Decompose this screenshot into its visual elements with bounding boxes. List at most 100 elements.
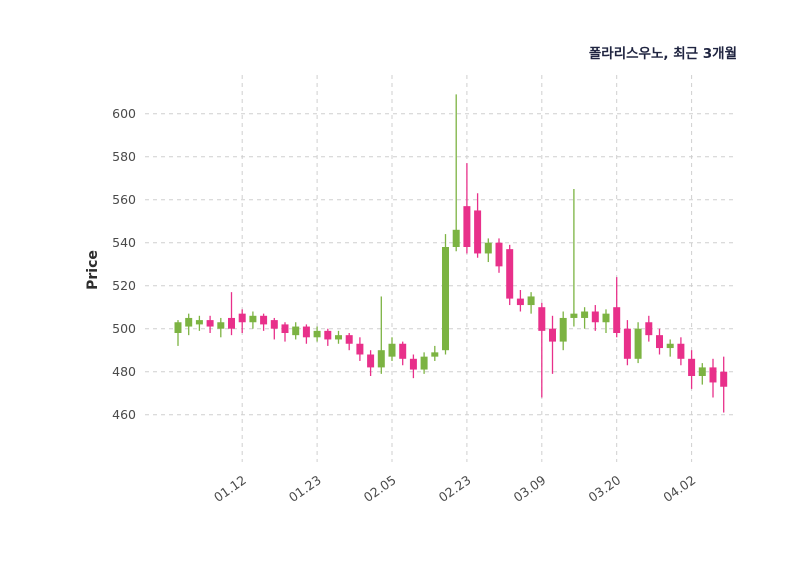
candle-body — [474, 210, 482, 254]
grid-layer — [145, 75, 737, 462]
candle — [420, 352, 428, 374]
candle — [538, 302, 546, 398]
x-tick-label: 03.09 — [511, 472, 549, 505]
candle — [463, 163, 471, 254]
candle — [335, 330, 342, 344]
candle — [709, 358, 717, 398]
candle — [345, 333, 353, 351]
candle — [292, 322, 300, 340]
candle — [506, 244, 514, 306]
candle-body — [292, 326, 300, 336]
candle — [698, 363, 706, 385]
candle — [666, 339, 674, 357]
candle-body — [623, 328, 631, 359]
y-tick-label: 520 — [112, 278, 136, 293]
candle-body — [645, 322, 653, 336]
candle-body — [720, 371, 728, 387]
candle-body — [559, 317, 567, 342]
y-axis-ticks: 460 480 500 520 540 560 580 600 — [112, 106, 136, 422]
candle-body — [698, 367, 706, 376]
candle — [613, 277, 621, 338]
candle-body — [302, 326, 310, 338]
candle-body — [324, 330, 332, 340]
candle — [409, 354, 417, 379]
candle — [367, 350, 375, 376]
candle — [602, 309, 610, 333]
candle-body — [345, 335, 353, 344]
candle — [645, 315, 653, 342]
candle — [260, 313, 268, 331]
candle — [302, 324, 310, 344]
x-tick-label: 01.23 — [286, 472, 324, 505]
candle-body — [270, 320, 278, 329]
candle-body — [217, 322, 225, 329]
candle-body — [688, 358, 696, 376]
candle-body — [484, 242, 492, 254]
candle-body — [656, 335, 663, 349]
candle — [388, 337, 396, 361]
candle — [527, 292, 535, 314]
candle — [495, 238, 503, 273]
candle-layer — [174, 94, 728, 413]
y-tick-label: 460 — [112, 407, 136, 422]
candle — [238, 309, 246, 333]
candle — [313, 326, 321, 342]
candle-body — [463, 206, 471, 247]
y-tick-label: 480 — [112, 364, 136, 379]
candle-body — [420, 356, 428, 370]
candle-body — [442, 247, 449, 351]
candle-body — [260, 315, 268, 325]
candle-body — [666, 343, 674, 349]
candle — [677, 337, 685, 366]
candle — [549, 315, 556, 374]
candle — [581, 307, 589, 329]
candle — [217, 317, 225, 338]
candle-body — [377, 350, 385, 368]
candle-body — [549, 328, 556, 342]
chart-title: 폴라리스우노, 최근 3개월 — [589, 45, 737, 62]
candle — [484, 238, 492, 263]
candle — [270, 317, 278, 340]
candle-body — [238, 313, 246, 323]
candle-body — [399, 343, 407, 359]
y-axis-label: Price — [85, 250, 101, 290]
candle-body — [367, 354, 375, 368]
candle-body — [602, 313, 610, 323]
candle — [452, 94, 460, 252]
candle-body — [527, 296, 535, 306]
x-tick-label: 02.23 — [436, 472, 474, 505]
candle-body — [613, 307, 621, 333]
x-tick-label: 01.12 — [211, 472, 249, 505]
candle-body — [335, 335, 342, 340]
candle-body — [356, 343, 364, 355]
candle-body — [281, 324, 289, 333]
candle-body — [538, 307, 546, 331]
candle — [195, 315, 203, 331]
y-tick-label: 600 — [112, 106, 136, 121]
candle-body — [495, 242, 503, 267]
candle-body — [677, 343, 685, 359]
candle — [474, 193, 482, 258]
y-tick-label: 580 — [112, 149, 136, 164]
candle — [228, 292, 235, 336]
x-tick-label: 03.20 — [585, 472, 623, 505]
candle — [206, 315, 214, 333]
candle — [656, 328, 663, 355]
candle — [356, 337, 364, 361]
candle-body — [709, 367, 717, 383]
candle — [688, 350, 696, 389]
candle-body — [591, 311, 599, 323]
candle-body — [388, 343, 396, 357]
candle-body — [431, 352, 439, 357]
candle-body — [570, 313, 578, 318]
candle — [634, 322, 642, 364]
candle — [324, 328, 332, 346]
x-tick-label: 02.05 — [361, 472, 399, 505]
candle — [185, 313, 193, 336]
candle — [623, 320, 631, 366]
candle — [281, 322, 289, 342]
candle — [399, 341, 407, 366]
candle-body — [634, 328, 642, 359]
